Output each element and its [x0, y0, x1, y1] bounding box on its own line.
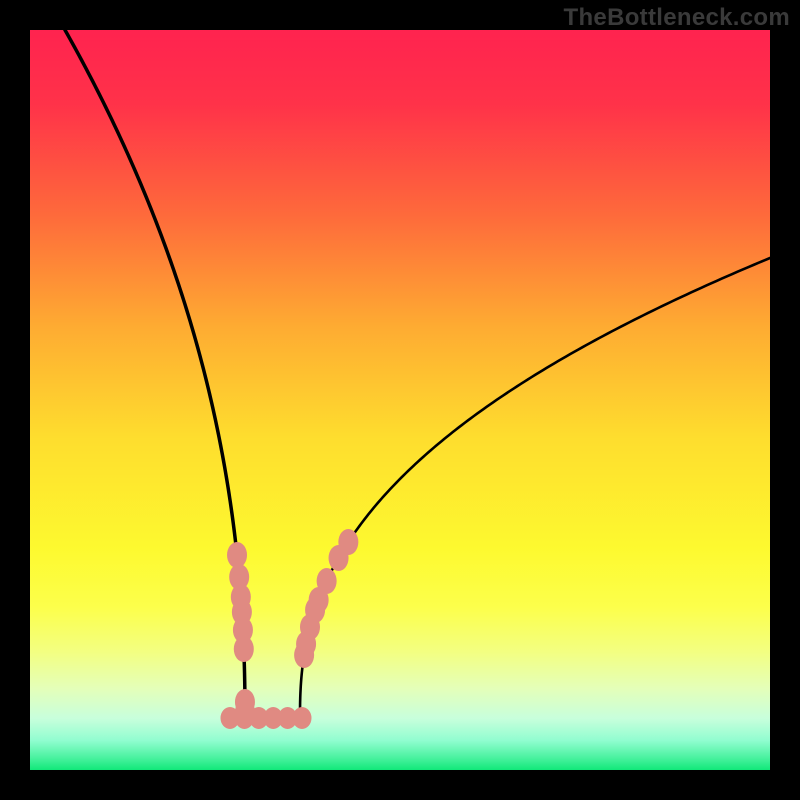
watermark-text: TheBottleneck.com — [564, 4, 790, 32]
figure-root: TheBottleneck.com — [0, 0, 800, 800]
plot-gradient-background — [30, 30, 770, 770]
